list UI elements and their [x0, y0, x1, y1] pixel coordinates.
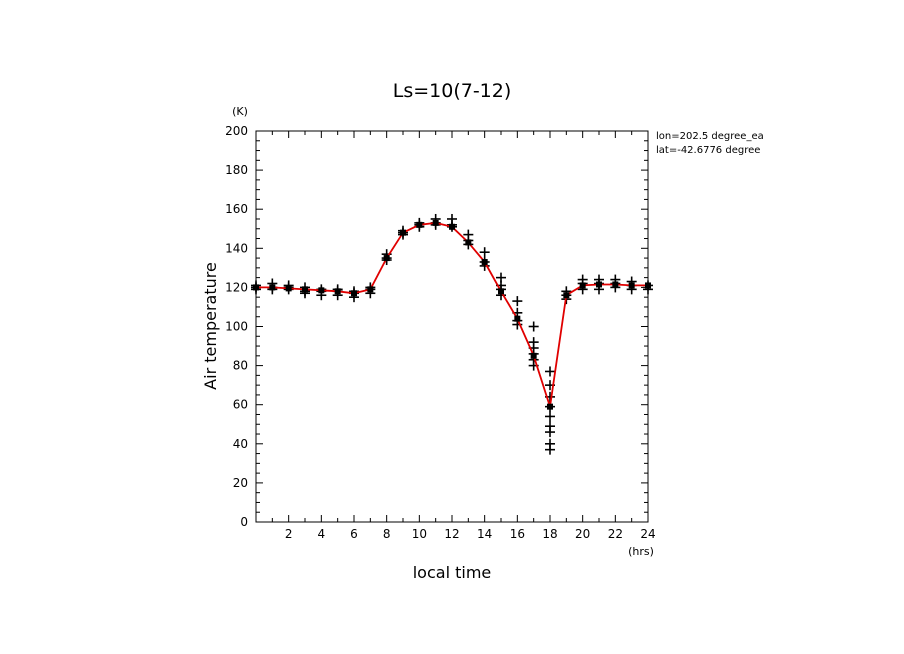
line-point [334, 288, 341, 295]
data-point-marker [545, 444, 555, 455]
x-tick-label: 24 [640, 527, 655, 541]
scatter-markers [251, 213, 653, 455]
line-point [547, 403, 553, 410]
x-axis-title: local time [413, 563, 492, 582]
line-point [432, 219, 439, 226]
line-point [318, 287, 325, 294]
y-tick-label: 140 [225, 241, 248, 255]
line-point [367, 286, 374, 293]
y-tick-label: 60 [233, 398, 248, 412]
line-point [645, 282, 651, 289]
y-tick-label: 160 [225, 202, 248, 216]
y-tick-label: 80 [233, 359, 248, 373]
axes [255, 130, 649, 523]
x-tick-label: 20 [575, 527, 590, 541]
chart-title: Ls=10(7-12) [393, 80, 512, 102]
y-tick-label: 120 [225, 280, 248, 294]
y-tick-label: 20 [233, 476, 248, 490]
plot-frame [255, 130, 649, 523]
series-lines [253, 219, 651, 410]
line-point [579, 282, 586, 289]
annotation-lat: lat=-42.6776 degree [656, 145, 760, 156]
data-point-marker [512, 296, 523, 307]
line-point [449, 223, 455, 230]
line-point [514, 315, 521, 322]
line-point [465, 239, 472, 246]
x-tick-label: 12 [444, 527, 459, 541]
line-point [351, 290, 357, 297]
data-point-marker [545, 366, 555, 377]
y-tick-label: 200 [225, 124, 248, 138]
x-unit-label: (hrs) [628, 545, 654, 558]
line-point [253, 284, 259, 291]
data-point-marker [545, 411, 555, 422]
line-point [481, 258, 488, 265]
line-point [596, 281, 602, 288]
line-point [498, 288, 504, 295]
line-point [416, 221, 423, 228]
series-line [256, 221, 648, 408]
line-point [269, 284, 276, 291]
line-point [400, 229, 406, 236]
x-tick-label: 22 [608, 527, 623, 541]
x-tick-label: 8 [383, 527, 391, 541]
x-tick-label: 4 [318, 527, 326, 541]
annotation-lon: lon=202.5 degree_ea [656, 131, 764, 142]
x-tick-label: 2 [285, 527, 293, 541]
y-unit-label: (K) [232, 105, 248, 118]
data-point-marker [545, 427, 555, 438]
line-point [563, 292, 570, 299]
y-tick-label: 180 [225, 163, 248, 177]
x-tick-label: 6 [350, 527, 358, 541]
line-point [612, 281, 619, 288]
data-point-marker [528, 321, 539, 332]
line-point [628, 282, 635, 289]
y-tick-label: 40 [233, 437, 248, 451]
line-point [530, 352, 537, 359]
x-tick-label: 14 [477, 527, 492, 541]
line-point [302, 286, 308, 293]
y-tick-label: 0 [240, 515, 248, 529]
axis-ticks [255, 130, 649, 523]
line-point [383, 255, 390, 262]
x-tick-label: 18 [542, 527, 557, 541]
tick-labels: 2 4 6 8 10 12 14 16 18 20 22 2402040608010012014016… [225, 124, 656, 541]
line-point [285, 285, 292, 292]
y-tick-label: 100 [225, 320, 248, 334]
x-tick-label: 16 [510, 527, 525, 541]
x-tick-label: 10 [412, 527, 427, 541]
data-point-marker [479, 247, 490, 258]
y-axis-title: Air temperature [201, 262, 220, 390]
